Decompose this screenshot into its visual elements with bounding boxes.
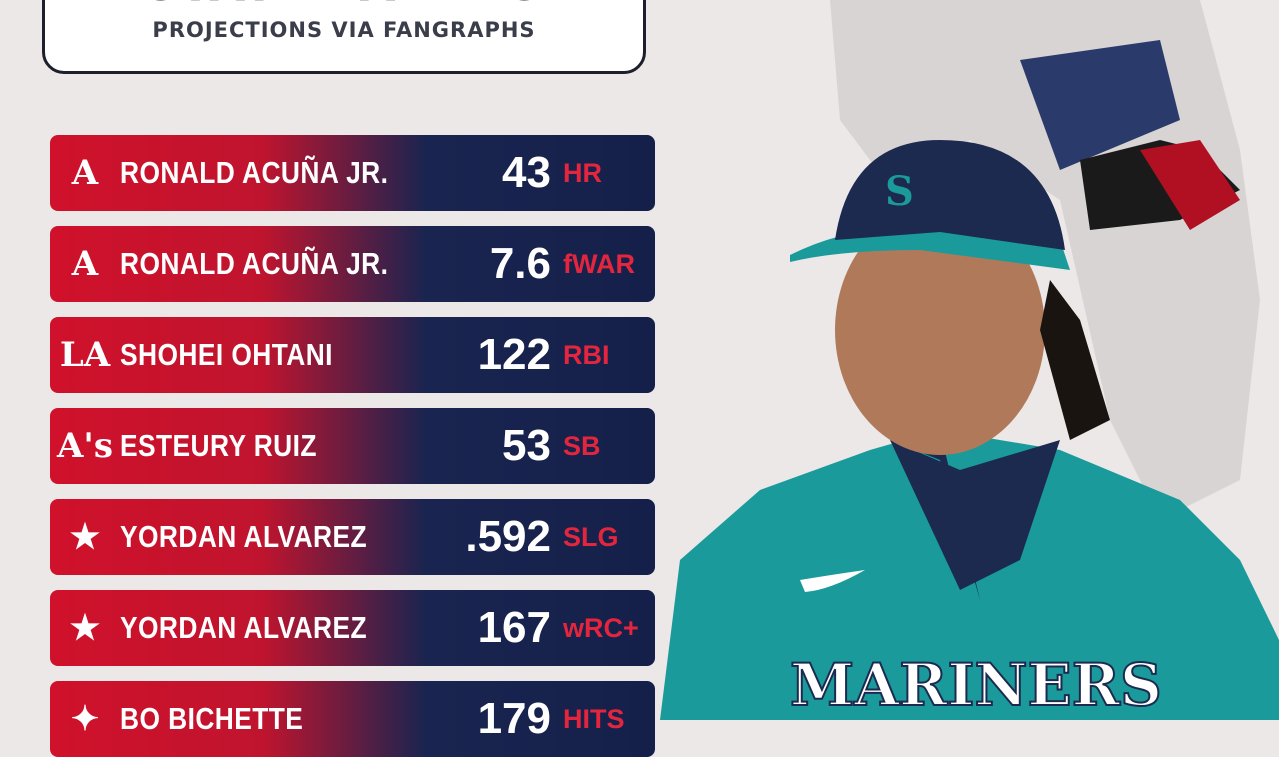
leader-row: ★ YORDAN ALVAREZ .592 SLG	[50, 499, 655, 575]
stat-label: wRC+	[563, 612, 639, 643]
subtitle: PROJECTIONS VIA FANGRAPHS	[152, 18, 536, 42]
braves-logo-icon: A	[71, 153, 99, 193]
stat-value: 53	[502, 421, 551, 470]
player-photo: S MARINERS	[660, 0, 1279, 720]
leader-row: A's ESTEURY RUIZ 53 SB	[50, 408, 655, 484]
braves-logo-icon: A	[71, 244, 99, 284]
stat-label: fWAR	[563, 248, 635, 279]
leader-row: A RONALD ACUÑA JR. 43 HR	[50, 135, 655, 211]
leader-row: ✦ BO BICHETTE 179 HITS	[50, 681, 655, 757]
stat-label: RBI	[563, 339, 610, 370]
player-name: YORDAN ALVAREZ	[120, 519, 368, 554]
player-name: RONALD ACUÑA JR.	[120, 155, 389, 190]
jersey-text: MARINERS	[790, 651, 1162, 719]
player-name: ESTEURY RUIZ	[120, 428, 317, 463]
leader-row: A RONALD ACUÑA JR. 7.6 fWAR	[50, 226, 655, 302]
blue-jays-logo-icon: ✦	[70, 699, 100, 739]
stat-value: 43	[502, 148, 551, 197]
player-name: YORDAN ALVAREZ	[120, 610, 368, 645]
leader-row: ★ YORDAN ALVAREZ 167 wRC+	[50, 590, 655, 666]
astros-logo-icon: ★	[69, 517, 101, 557]
stat-value: .592	[465, 512, 551, 561]
stat-label: SLG	[563, 521, 619, 552]
athletics-logo-icon: A's	[57, 426, 113, 466]
title: STAT LEADERS	[45, 0, 643, 11]
stat-label: SB	[563, 430, 601, 461]
cap-logo: S	[885, 168, 914, 215]
stat-label: HR	[563, 157, 602, 188]
stat-value: 7.6	[489, 239, 551, 288]
leader-row: LA SHOHEI OHTANI 122 RBI	[50, 317, 655, 393]
stat-value: 179	[477, 694, 551, 743]
player-name: BO BICHETTE	[120, 701, 304, 736]
stat-value: 167	[477, 603, 551, 652]
stat-value: 122	[477, 330, 551, 379]
header-box: STAT LEADERS PROJECTIONS VIA FANGRAPHS	[42, 0, 646, 74]
player-name: RONALD ACUÑA JR.	[120, 246, 389, 281]
astros-logo-icon: ★	[69, 608, 101, 648]
dodgers-logo-icon: LA	[59, 335, 111, 375]
nike-logo-icon	[800, 570, 865, 592]
player-name: SHOHEI OHTANI	[120, 337, 333, 372]
